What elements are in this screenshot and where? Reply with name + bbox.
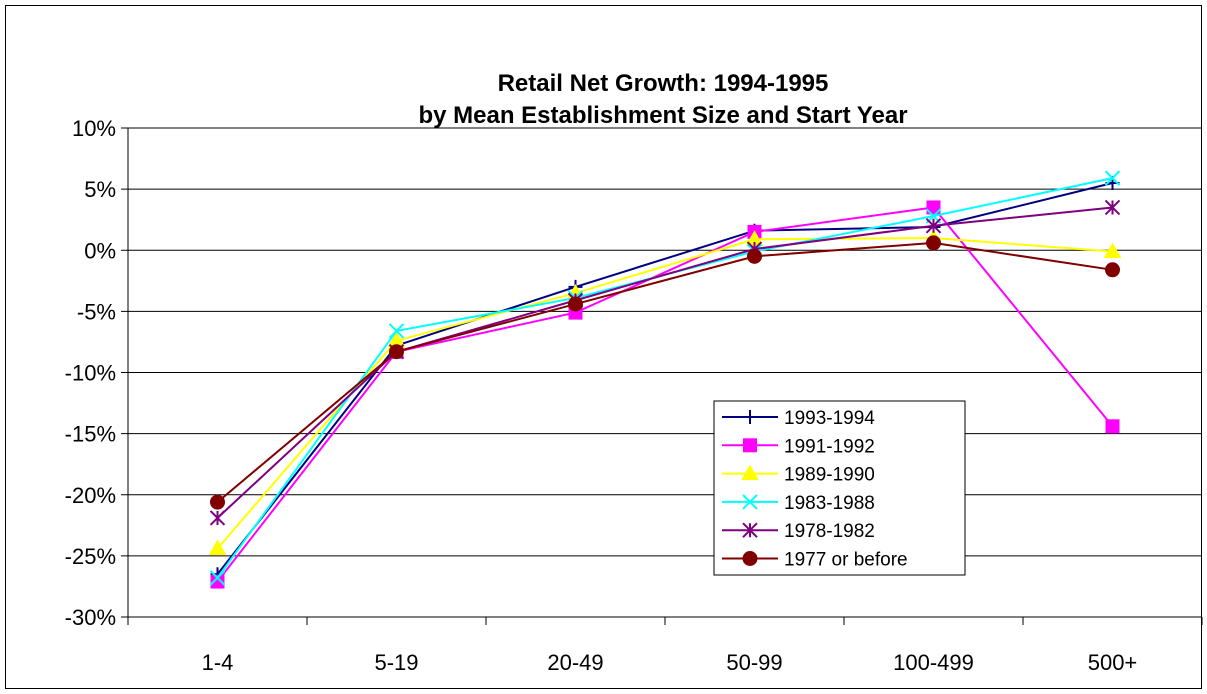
series-group: [208, 170, 1122, 589]
series-line: [216, 241, 1113, 503]
series-line: [216, 206, 1114, 583]
y-tick-label: -15%: [65, 422, 116, 447]
circle-marker: [568, 296, 583, 312]
series-line: [216, 237, 1113, 550]
square-marker: [743, 438, 757, 453]
legend-entry: 1978-1982: [722, 521, 875, 542]
legend-entry: 1977 or before: [722, 550, 908, 571]
series-5: [210, 235, 1120, 510]
y-tick-label: -10%: [65, 361, 116, 386]
legend-label: 1989-1990: [784, 465, 875, 486]
x-tick-label: 1-4: [202, 650, 234, 675]
triangle-marker: [741, 464, 759, 481]
x-tick-label: 20-49: [547, 650, 603, 675]
triangle-marker: [1103, 242, 1122, 258]
x-marker: [388, 323, 405, 339]
circle-marker: [210, 494, 225, 510]
x-marker: [209, 570, 226, 586]
legend-entry: 1989-1990: [722, 464, 875, 486]
square-marker: [926, 200, 941, 215]
x-tick-label: 5-19: [374, 650, 418, 675]
series-0: [210, 176, 1120, 582]
legend: 1993-1994 1991-1992 1989-1990 1983-1988 1978…: [713, 400, 966, 576]
y-tick-label: -5%: [77, 299, 116, 324]
legend-entry: 1993-1994: [722, 408, 875, 429]
series-line: [216, 182, 1113, 575]
series-line: [216, 177, 1113, 579]
square-marker: [210, 574, 225, 589]
legend-box: [713, 400, 966, 576]
circle-marker: [1105, 262, 1120, 278]
series-2: [208, 229, 1122, 556]
triangle-marker: [208, 539, 227, 556]
legend-label: 1978-1982: [784, 521, 875, 542]
chart-frame: [5, 5, 1202, 689]
y-axis-ticks: 10% 5% 0% -5% -10% -15% -20% -25% -30%: [65, 116, 128, 630]
legend-label: 1977 or before: [784, 550, 908, 571]
asterisk-marker: [1104, 199, 1121, 216]
y-tick-label: -30%: [65, 605, 116, 630]
circle-marker: [926, 235, 941, 251]
x-tick-label: 100-499: [893, 650, 974, 675]
x-marker: [742, 494, 758, 510]
y-tick-label: -20%: [65, 483, 116, 508]
circle-marker: [747, 248, 762, 264]
legend-label: 1991-1992: [784, 436, 875, 457]
series-4: [209, 199, 1121, 526]
plus-marker: [743, 410, 757, 424]
x-tick-label: 50-99: [726, 650, 782, 675]
x-tick-label: 500+: [1088, 650, 1138, 675]
y-tick-label: 10%: [72, 116, 116, 141]
circle-marker: [389, 344, 404, 360]
legend-entry: 1983-1988: [722, 493, 875, 514]
chart-subtitle: by Mean Establishment Size and Start Yea…: [418, 102, 907, 129]
series-line: [216, 206, 1113, 519]
series-3: [209, 170, 1121, 586]
y-tick-label: -25%: [65, 544, 116, 569]
legend-label: 1993-1994: [784, 408, 875, 429]
y-tick-label: 0%: [84, 238, 116, 263]
legend-label: 1983-1988: [784, 493, 875, 514]
legend-entry: 1991-1992: [722, 436, 875, 457]
asterisk-marker: [742, 522, 758, 538]
circle-marker: [742, 551, 758, 566]
asterisk-marker: [925, 218, 942, 234]
chart-title: Retail Net Growth: 1994-1995: [498, 70, 829, 97]
asterisk-marker: [209, 510, 226, 526]
y-tick-label: 5%: [84, 177, 116, 202]
square-marker: [1105, 419, 1120, 434]
x-marker: [1104, 170, 1121, 186]
x-axis-ticks: 1-4 5-19 20-49 50-99 100-499 500+: [127, 617, 1203, 675]
